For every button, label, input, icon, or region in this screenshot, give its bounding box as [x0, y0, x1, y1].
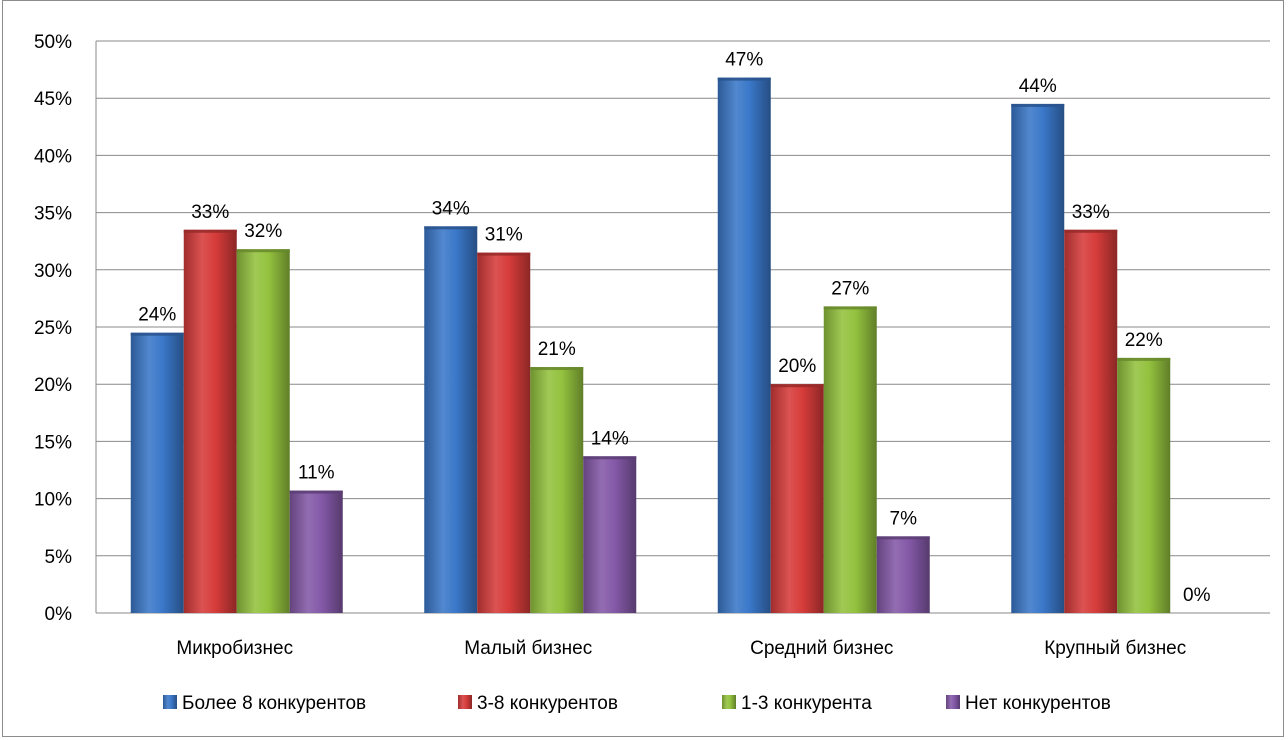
category-label: Малый бизнес: [464, 638, 592, 659]
y-tick-label: 20%: [34, 375, 72, 396]
data-label: 22%: [1125, 330, 1163, 351]
legend: Более 8 конкурентов 3-8 конкурентов 1-3 ко…: [163, 693, 1111, 714]
bar: [530, 367, 584, 613]
bar-top-edge: [183, 229, 237, 233]
bar-top-edge: [717, 77, 771, 81]
legend-label: 3-8 конкурентов: [477, 693, 618, 714]
bar: [717, 77, 771, 613]
data-label: 21%: [538, 339, 576, 360]
data-label: 27%: [831, 278, 869, 299]
legend-swatch: [458, 695, 472, 709]
bar: [823, 306, 877, 613]
data-label: 32%: [244, 221, 282, 242]
y-tick-label: 15%: [34, 432, 72, 453]
bar: [583, 456, 637, 613]
x-axis: Микробизнес Малый бизнес Средний бизнес Кру…: [176, 638, 1186, 659]
data-label: 20%: [778, 356, 816, 377]
bar-top-edge: [289, 490, 343, 494]
bar-top-edge: [130, 332, 184, 336]
data-label: 0%: [1183, 585, 1211, 606]
y-tick-label: 25%: [34, 318, 72, 339]
bar-top-edge: [236, 249, 290, 253]
bar: [770, 384, 824, 613]
y-axis: 0% 5% 10% 15% 20% 25% 30% 35% 40% 45% 50%: [34, 32, 97, 625]
bar-top-edge: [477, 252, 531, 256]
category-label: Средний бизнес: [750, 638, 893, 659]
bar-top-edge: [530, 367, 584, 371]
bar: [1117, 357, 1171, 613]
legend-label: 1-3 конкурента: [741, 693, 872, 714]
legend-swatch: [946, 695, 960, 709]
bar-top-edge: [1011, 103, 1065, 107]
bar-top-edge: [770, 384, 824, 388]
data-label: 14%: [591, 428, 629, 449]
y-tick-label: 35%: [34, 204, 72, 225]
legend-swatch: [163, 695, 177, 709]
bar-top-edge: [424, 226, 478, 230]
data-label: 33%: [191, 202, 229, 223]
data-label: 7%: [890, 508, 918, 529]
bar: [477, 252, 531, 613]
data-label: 33%: [1072, 202, 1110, 223]
y-tick-label: 50%: [34, 32, 72, 53]
bar: [130, 332, 184, 613]
category-label: Микробизнес: [176, 638, 293, 659]
y-tick-label: 30%: [34, 261, 72, 282]
category-label: Крупный бизнес: [1044, 638, 1186, 659]
y-tick-label: 5%: [45, 547, 73, 568]
y-tick-label: 40%: [34, 146, 72, 167]
data-label: 47%: [725, 50, 763, 71]
data-label: 11%: [298, 463, 335, 484]
data-label: 31%: [485, 225, 523, 246]
y-tick-label: 0%: [45, 604, 73, 625]
data-label: 44%: [1019, 76, 1057, 97]
bar: [236, 249, 290, 613]
data-label: 24%: [138, 305, 176, 326]
bar: [424, 226, 478, 613]
legend-label: Более 8 конкурентов: [182, 693, 366, 714]
bar-top-edge: [823, 306, 877, 310]
legend-swatch: [722, 695, 736, 709]
bar: [1011, 103, 1065, 614]
bar: [876, 536, 930, 613]
y-tick-label: 10%: [34, 490, 72, 511]
data-labels: 24% 33% 32% 11% 34% 31% 21% 14% 47% 20% 27% 7% 44% 33…: [138, 50, 1210, 606]
bars: [130, 77, 1171, 614]
bar: [183, 229, 237, 613]
bar-top-edge: [876, 536, 930, 540]
y-tick-label: 45%: [34, 89, 72, 110]
legend-label: Нет конкурентов: [965, 693, 1111, 714]
bar: [1064, 229, 1118, 613]
bar: [289, 490, 343, 613]
bar-top-edge: [1064, 229, 1118, 233]
bar-top-edge: [583, 456, 637, 460]
data-label: 34%: [432, 198, 470, 219]
bar-top-edge: [1117, 357, 1171, 361]
